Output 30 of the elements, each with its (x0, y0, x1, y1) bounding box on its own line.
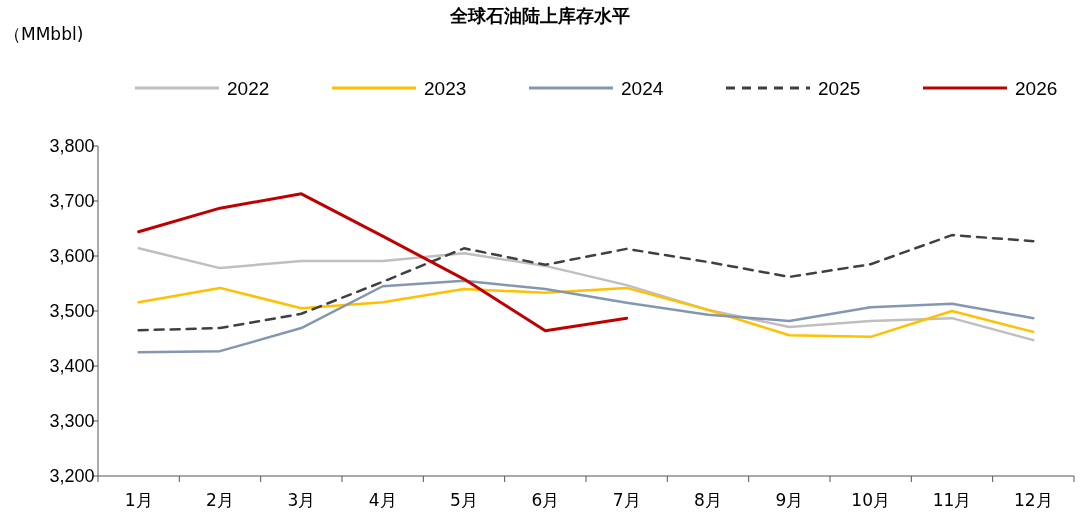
line-series (137, 192, 629, 333)
x-tick-label: 4月 (368, 490, 397, 510)
legend-label: 2026 (1015, 78, 1058, 99)
legend-label: 2022 (227, 78, 270, 99)
x-tick-label: 8月 (694, 490, 722, 510)
y-tick-label: 3,800 (49, 136, 95, 156)
legend-label: 2024 (621, 78, 664, 99)
legend-label: 2025 (818, 78, 861, 99)
x-tick-label: 6月 (531, 490, 560, 510)
y-tick-label: 3,600 (49, 246, 95, 266)
chart-title: 全球石油陆上库存水平 (449, 5, 630, 26)
y-tick-label: 3,200 (49, 466, 95, 486)
x-tick-label: 12月 (1014, 490, 1053, 510)
line-series (137, 233, 1035, 332)
x-tick-label: 7月 (612, 490, 641, 510)
y-tick-label: 3,500 (49, 301, 95, 321)
line-series (137, 286, 1035, 339)
x-tick-label: 1月 (124, 490, 153, 510)
y-tick-label: 3,700 (49, 191, 95, 211)
x-tick-label: 11月 (932, 490, 972, 510)
y-tick-label: 3,400 (49, 356, 95, 376)
x-tick-label: 2月 (206, 490, 234, 510)
y-tick-label: 3,300 (49, 411, 95, 431)
x-tick-label: 10月 (851, 490, 890, 510)
line-series (137, 279, 1035, 354)
x-tick-label: 9月 (775, 490, 804, 510)
x-tick-label: 5月 (450, 490, 478, 510)
x-tick-label: 3月 (287, 490, 316, 510)
legend-label: 2023 (424, 78, 467, 99)
text: （MMbbl) (4, 24, 84, 44)
